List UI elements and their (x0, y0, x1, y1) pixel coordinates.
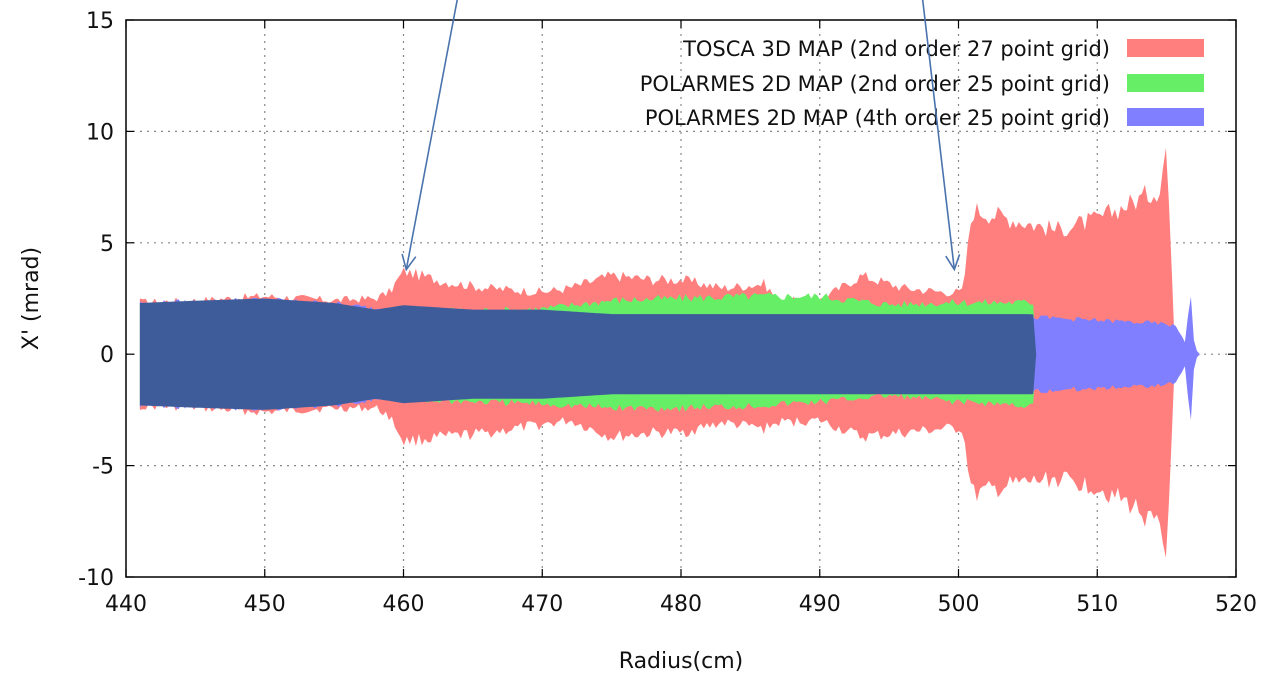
x-tick-label: 520 (1215, 592, 1257, 617)
arrow-line (405, 0, 458, 270)
x-tick-label: 440 (105, 592, 147, 617)
y-tick-label: -10 (78, 566, 114, 591)
x-axis-title: Radius(cm) (619, 649, 743, 674)
x-tick-label: 500 (938, 592, 980, 617)
y-tick-label: 0 (100, 343, 114, 368)
y-axis-title: X' (mrad) (19, 247, 44, 350)
arrow-line (921, 0, 956, 270)
legend-label: POLARMES 2D MAP (4th order 25 point grid… (645, 106, 1110, 130)
x-tick-label: 470 (521, 592, 563, 617)
legend-swatch (1127, 74, 1204, 92)
annotation-arrows (401, 0, 961, 272)
legend: TOSCA 3D MAP (2nd order 27 point grid) PO… (640, 37, 1204, 130)
y-tick-label: 5 (100, 232, 114, 257)
legend-label: POLARMES 2D MAP (2nd order 25 point grid… (640, 72, 1110, 96)
legend-label: TOSCA 3D MAP (2nd order 27 point grid) (682, 37, 1110, 61)
arrow-head (401, 253, 417, 272)
overlap-region (139, 298, 1037, 410)
x-tick-label: 510 (1076, 592, 1118, 617)
arrow-head (945, 254, 961, 272)
y-tick-label: 15 (86, 9, 114, 34)
y-tick-label: -5 (92, 455, 114, 480)
y-tick-label: 10 (86, 120, 114, 145)
legend-swatch (1127, 108, 1204, 126)
x-tick-label: 490 (799, 592, 841, 617)
overlap-area (139, 298, 1037, 410)
legend-swatch (1127, 39, 1204, 57)
x-tick-label: 480 (660, 592, 702, 617)
x-tick-label: 450 (244, 592, 286, 617)
x-tick-label: 460 (383, 592, 425, 617)
axis-ticks (125, 19, 1237, 578)
